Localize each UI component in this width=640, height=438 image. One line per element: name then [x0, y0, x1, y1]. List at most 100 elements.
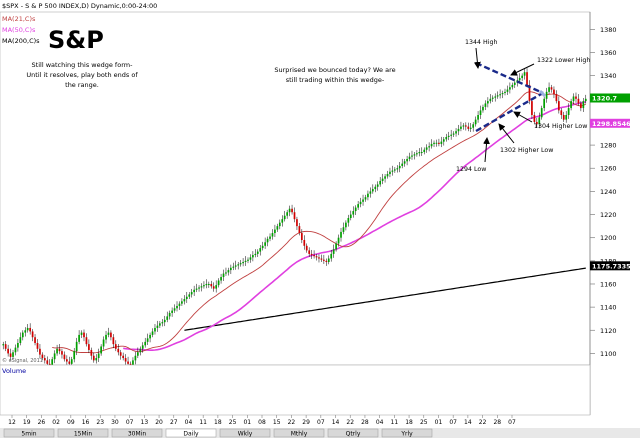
candle-body-136 [335, 243, 337, 250]
candle-body-146 [359, 201, 362, 205]
label-1344-high: 1344 High [465, 39, 498, 46]
candle-body-208 [511, 84, 514, 88]
date-label-18: 15 [273, 419, 281, 426]
arrow-1302-higher-low [498, 123, 515, 144]
candle-body-41 [102, 339, 105, 347]
candle-body-13 [34, 337, 36, 344]
candle-body-235 [577, 98, 580, 104]
candle-body-233 [572, 96, 575, 102]
candle-body-22 [56, 348, 58, 354]
tab-5min[interactable]: 5min [3, 428, 55, 438]
candle-body-39 [97, 353, 100, 359]
candle-body-45 [112, 337, 115, 345]
candle-body-135 [332, 249, 335, 254]
candle-body-199 [489, 98, 492, 102]
date-label-15: 25 [229, 419, 237, 426]
candle-body-33 [83, 332, 85, 338]
candle-body-139 [342, 227, 345, 232]
tab-qtrly[interactable]: Qtrly [327, 428, 379, 438]
candle-body-122 [300, 233, 303, 241]
tab-15min[interactable]: 15Min [57, 428, 109, 438]
date-label-1: 19 [23, 419, 31, 426]
tab-bg-1 [57, 428, 109, 438]
candle-body-192 [472, 124, 475, 128]
interval-tabs: 5min 15Min 30Min Daily Wkly Mthly Qtrly Yrly [3, 428, 433, 438]
candle-body-32 [80, 332, 83, 335]
candle-body-168 [413, 154, 416, 156]
candle-body-42 [105, 334, 107, 340]
price-tick-label-1200: 1200 [600, 234, 617, 242]
candle-body-8 [21, 332, 24, 338]
candle-body-59 [146, 338, 149, 342]
price-tick-label-1260: 1260 [600, 165, 617, 173]
candle-body-201 [494, 96, 497, 98]
candle-body-148 [364, 197, 367, 200]
candle-body-186 [457, 128, 460, 132]
candle-body-117 [288, 208, 291, 213]
candle-body-58 [144, 341, 147, 346]
candle-body-126 [310, 253, 313, 256]
tab-label-1: 15Min [74, 431, 92, 438]
tab-wkly[interactable]: Wkly [219, 428, 271, 438]
candle-body-116 [286, 212, 289, 216]
candle-body-195 [479, 110, 482, 116]
tab-yrly[interactable]: Yrly [381, 428, 433, 438]
candle-body-68 [168, 312, 171, 317]
candle-body-52 [129, 363, 132, 365]
candle-body-174 [428, 146, 430, 148]
candle-body-223 [548, 87, 550, 92]
candle-body-173 [425, 147, 428, 150]
candle-body-87 [215, 285, 218, 289]
tab-mthly[interactable]: Mthly [273, 428, 325, 438]
tab-label-7: Yrly [400, 431, 413, 438]
candle-body-142 [349, 214, 352, 219]
candle-body-115 [283, 215, 286, 220]
candle-body-158 [389, 171, 391, 175]
candle-body-99 [244, 260, 247, 262]
candle-body-218 [535, 121, 538, 125]
tab-30min[interactable]: 30Min [111, 428, 163, 438]
candle-body-29 [73, 351, 76, 360]
candle-body-28 [70, 359, 73, 364]
price-tick-label-1280: 1280 [600, 142, 617, 150]
candle-body-60 [149, 334, 151, 339]
candle-body-152 [374, 186, 377, 190]
candle-body-73 [181, 301, 183, 304]
candle-body-50 [124, 358, 127, 362]
candle-body-118 [291, 208, 293, 213]
date-label-20: 29 [302, 419, 310, 426]
date-label-3: 02 [52, 419, 60, 426]
candle-body-96 [237, 264, 240, 266]
arrow-1322-lower-high [510, 63, 535, 76]
candle-body-110 [271, 233, 274, 237]
tab-label-3: Daily [183, 431, 199, 438]
date-label-0: 12 [8, 419, 16, 426]
candle-body-160 [393, 169, 396, 171]
date-label-26: 11 [391, 419, 399, 426]
candlesticks [2, 68, 587, 369]
candle-body-213 [523, 72, 526, 76]
candle-body-89 [220, 277, 222, 281]
candle-body-211 [518, 77, 521, 81]
candle-body-3 [9, 353, 12, 357]
candle-body-91 [225, 272, 227, 274]
price-tick-label-1340: 1340 [600, 72, 617, 80]
candle-body-37 [92, 355, 95, 361]
candle-body-20 [51, 359, 54, 365]
candle-body-55 [136, 352, 139, 356]
candle-body-166 [408, 156, 411, 159]
date-label-5: 16 [82, 419, 90, 426]
tab-daily[interactable]: Daily [165, 428, 217, 438]
label-1294-low: 1294 Low [456, 166, 486, 173]
candle-body-86 [212, 286, 215, 289]
tab-label-4: Wkly [238, 431, 253, 438]
candle-body-167 [411, 155, 413, 157]
candle-body-154 [379, 180, 382, 185]
candle-body-75 [185, 296, 188, 300]
candle-body-207 [509, 87, 511, 90]
candle-body-156 [384, 176, 386, 179]
date-label-34: 07 [508, 419, 516, 426]
candle-body-97 [239, 263, 242, 265]
candle-body-34 [85, 337, 88, 345]
candle-body-124 [305, 245, 308, 251]
